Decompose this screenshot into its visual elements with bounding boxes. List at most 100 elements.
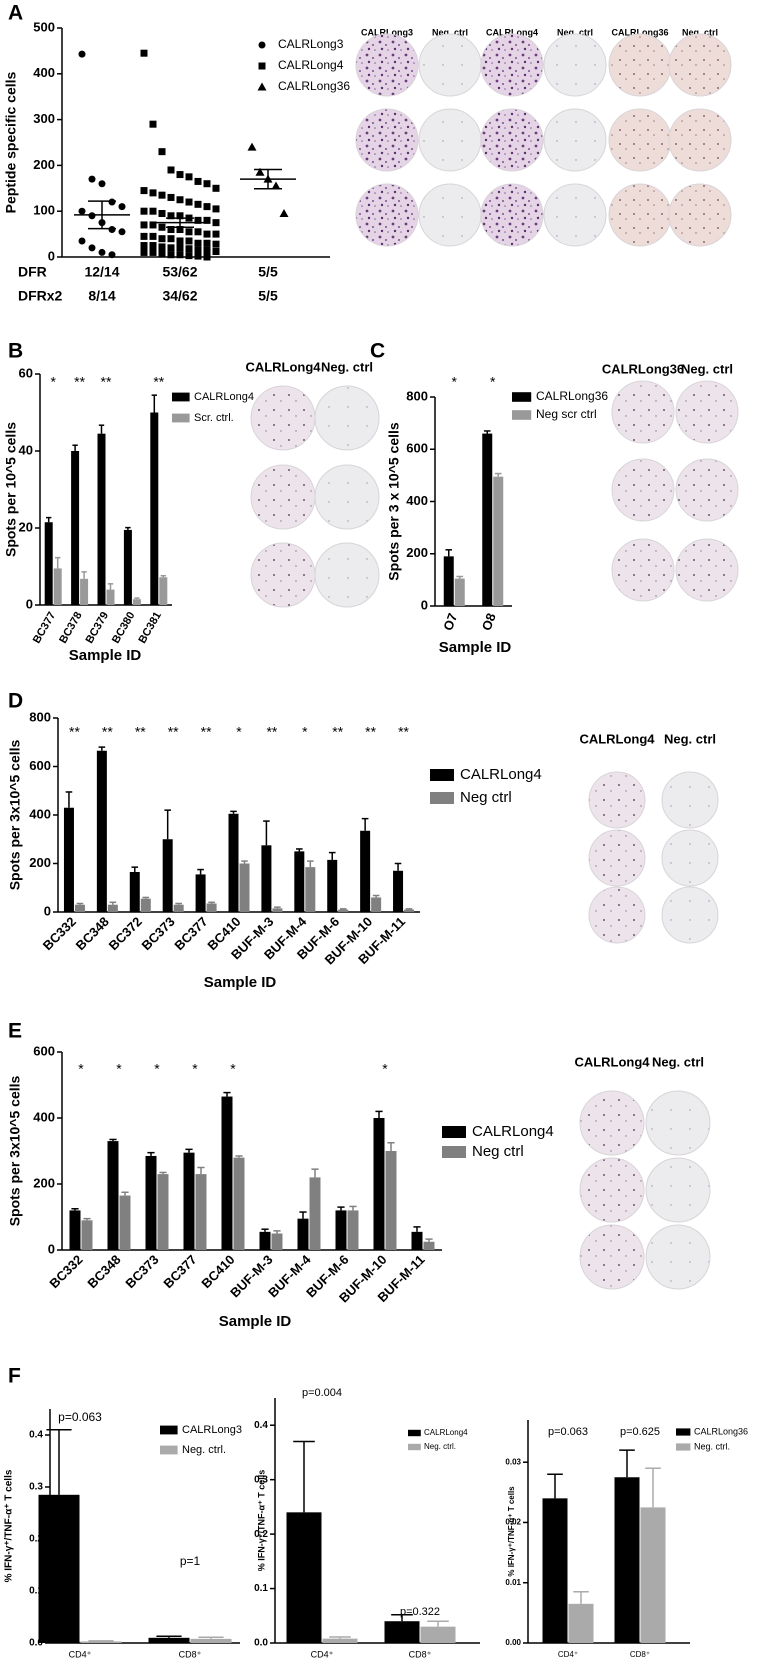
point bbox=[149, 189, 157, 197]
point bbox=[140, 248, 148, 256]
point bbox=[149, 248, 157, 256]
point bbox=[167, 166, 175, 174]
point bbox=[88, 175, 96, 183]
bar bbox=[132, 599, 141, 605]
y-tick-label: 0.0 bbox=[254, 1638, 268, 1649]
y-tick-label: 0 bbox=[26, 596, 33, 611]
bar bbox=[81, 1220, 93, 1250]
legend-swatch bbox=[442, 1126, 466, 1138]
legend-swatch bbox=[676, 1443, 691, 1451]
y-tick-label: 0.3 bbox=[254, 1474, 268, 1485]
elispot-well bbox=[611, 538, 675, 602]
bar bbox=[150, 412, 159, 605]
x-tick-label: BC348 bbox=[84, 1252, 123, 1291]
legend-label: CALRLong3 bbox=[278, 37, 344, 51]
point bbox=[185, 198, 193, 206]
elispot-well bbox=[608, 108, 672, 172]
bar bbox=[206, 903, 217, 912]
elispot-well bbox=[314, 385, 380, 451]
bar bbox=[107, 904, 118, 912]
legend-label: Neg. ctrl. bbox=[182, 1444, 226, 1456]
bar bbox=[80, 578, 89, 605]
elispot-well bbox=[250, 464, 316, 530]
elispot-well bbox=[543, 33, 607, 97]
elispot-well bbox=[314, 464, 380, 530]
x-tick-label: CD8⁺ bbox=[179, 1649, 202, 1659]
annotation: * bbox=[116, 1061, 122, 1077]
y-tick-label: 600 bbox=[29, 758, 51, 773]
bar bbox=[338, 909, 349, 912]
point bbox=[158, 209, 166, 217]
legend-label: Neg. ctrl. bbox=[424, 1442, 456, 1451]
bar bbox=[119, 1195, 131, 1250]
point bbox=[194, 177, 202, 185]
bar bbox=[74, 904, 85, 912]
x-tick-label: BC379 bbox=[84, 610, 112, 646]
y-axis-title: Peptide specific cells bbox=[3, 71, 19, 213]
point bbox=[194, 216, 202, 224]
y-tick-label: 40 bbox=[19, 442, 33, 457]
point bbox=[176, 196, 184, 204]
bar bbox=[322, 1638, 358, 1643]
legend-label: CALRLong3 bbox=[182, 1424, 242, 1436]
point bbox=[167, 251, 175, 259]
bar bbox=[347, 1210, 359, 1250]
y-tick-label: 400 bbox=[33, 1109, 55, 1124]
point bbox=[167, 193, 175, 201]
bar bbox=[123, 529, 132, 605]
y-tick-label: 800 bbox=[406, 388, 428, 403]
y-tick-label: 600 bbox=[33, 1043, 55, 1058]
point bbox=[176, 171, 184, 179]
y-tick-label: 0.4 bbox=[29, 1430, 43, 1441]
annotation: ** bbox=[74, 374, 85, 390]
elispot-well bbox=[661, 829, 719, 887]
legend-swatch bbox=[408, 1429, 421, 1437]
x-tick-label: BC373 bbox=[139, 914, 178, 953]
point bbox=[149, 207, 157, 215]
annotation: ** bbox=[266, 724, 277, 740]
bar bbox=[443, 556, 454, 606]
elispot-well bbox=[645, 1157, 711, 1223]
panel-letter: A bbox=[8, 2, 23, 25]
bar bbox=[140, 898, 151, 912]
bar bbox=[309, 1177, 321, 1250]
bar bbox=[393, 870, 404, 912]
point bbox=[88, 244, 96, 252]
legend-label: Neg ctrl bbox=[472, 1143, 524, 1160]
y-axis-title: % IFN-γ⁺/TNF-α⁺ T cells bbox=[507, 1486, 516, 1577]
elispot-well bbox=[661, 771, 719, 829]
legend-swatch bbox=[512, 410, 532, 420]
bar bbox=[145, 1155, 157, 1250]
bar bbox=[129, 871, 140, 912]
x-tick-label: CD4⁺ bbox=[558, 1650, 578, 1659]
elispot-well bbox=[418, 33, 482, 97]
x-tick-label: CD8⁺ bbox=[630, 1650, 650, 1659]
panel-letter: E bbox=[8, 1020, 22, 1043]
point bbox=[108, 226, 116, 234]
bar bbox=[221, 1096, 233, 1250]
point bbox=[258, 62, 266, 70]
elispot-well bbox=[661, 886, 719, 944]
legend-label: CALRLong4 bbox=[194, 391, 254, 403]
annotation: * bbox=[192, 1061, 198, 1077]
elispot-well bbox=[588, 886, 646, 944]
legend-swatch bbox=[172, 392, 190, 402]
point bbox=[185, 252, 193, 260]
annotation: p=0.625 bbox=[620, 1426, 660, 1438]
legend-swatch bbox=[172, 413, 190, 423]
bar bbox=[148, 1637, 190, 1643]
bar bbox=[360, 830, 371, 912]
point bbox=[140, 232, 148, 240]
annotation: * bbox=[302, 724, 308, 740]
well-header: CALRLong36 bbox=[612, 27, 669, 37]
bar bbox=[259, 1231, 271, 1250]
y-axis-title: Spots per 10^5 cells bbox=[3, 422, 19, 557]
point bbox=[212, 248, 220, 256]
point bbox=[247, 142, 257, 151]
bar bbox=[271, 1233, 283, 1250]
bar bbox=[640, 1507, 666, 1643]
row-label: DFR bbox=[18, 264, 47, 280]
annotation: * bbox=[50, 374, 56, 390]
bar bbox=[384, 1621, 420, 1643]
elispot-well bbox=[418, 183, 482, 247]
